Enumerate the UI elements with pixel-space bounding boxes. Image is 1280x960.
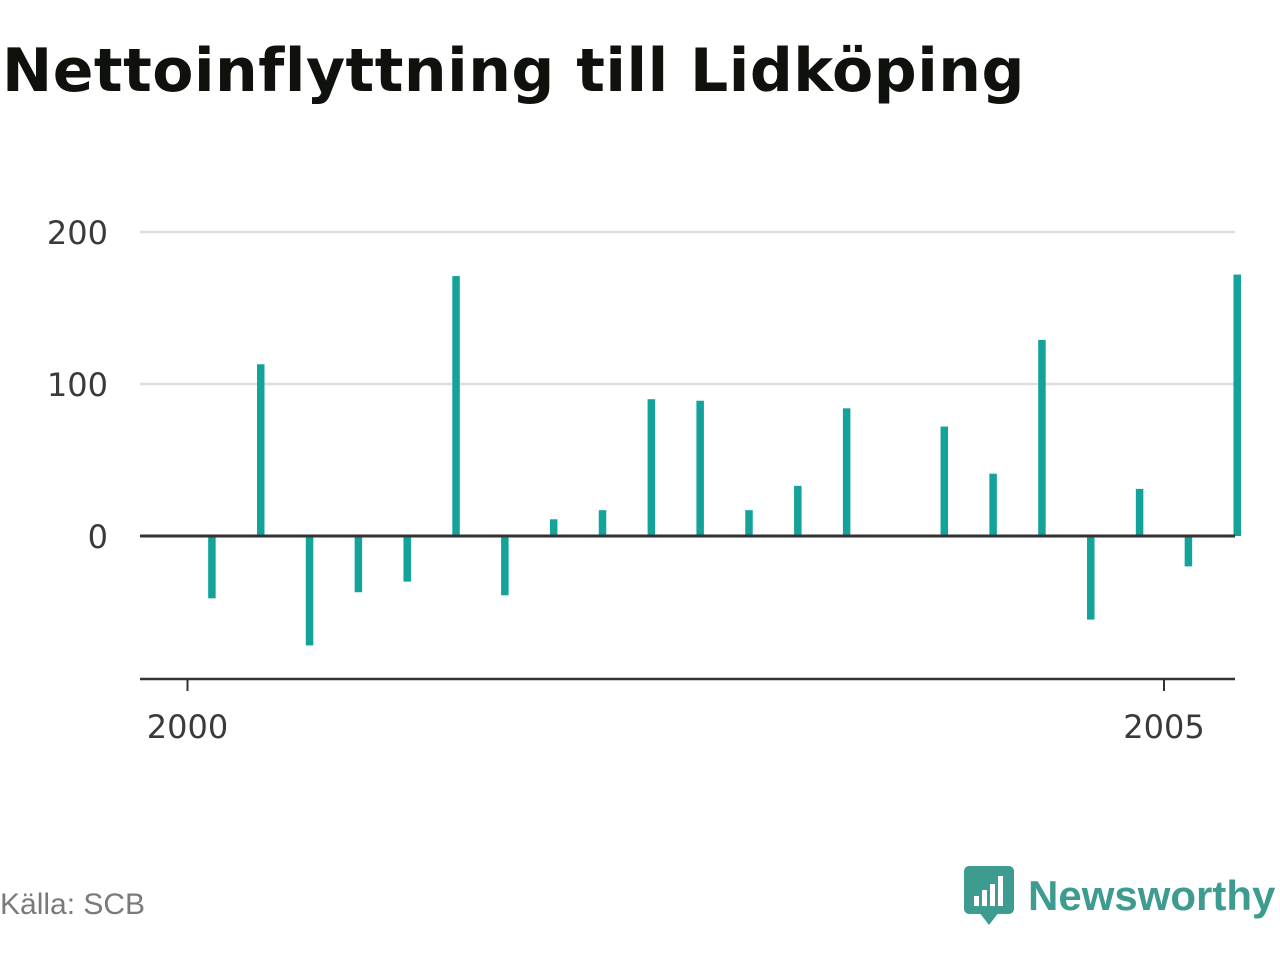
bar-2001-Q2 bbox=[452, 276, 460, 536]
bar-2001-Q1 bbox=[403, 536, 411, 582]
y-tick-labels: 0 100 200 bbox=[47, 214, 108, 556]
brand-logo: Newsworthy bbox=[964, 866, 1275, 926]
x-ticks bbox=[186, 679, 1165, 691]
bar-2005-Q2 bbox=[1233, 274, 1241, 536]
y-tick-label-200: 200 bbox=[47, 214, 108, 252]
x-tick-label-2005: 2005 bbox=[1123, 708, 1204, 746]
brand-name: Newsworthy bbox=[1028, 872, 1276, 919]
bar-2003-Q4 bbox=[940, 426, 949, 536]
bar-2004-Q2 bbox=[1038, 339, 1046, 536]
source-note: Källa: SCB bbox=[0, 888, 146, 921]
bar-2001-Q4 bbox=[549, 519, 558, 536]
bar-2004-Q4 bbox=[1135, 488, 1144, 536]
x-tick-label-2000: 2000 bbox=[147, 708, 228, 746]
chart-title: Nettoinflyttning till Lidköping bbox=[2, 36, 1025, 106]
bar-2005-Q1 bbox=[1184, 536, 1193, 567]
bar-2001-Q3 bbox=[501, 536, 509, 596]
gridlines bbox=[140, 230, 1235, 386]
x-tick-labels: 200020052010201520202025 bbox=[147, 708, 1205, 746]
newsworthy-logo-icon bbox=[964, 866, 1014, 925]
y-tick-label-100: 100 bbox=[47, 366, 108, 404]
bar-2003-Q2 bbox=[842, 408, 851, 536]
bars bbox=[208, 274, 1241, 646]
bar-2004-Q3 bbox=[1087, 536, 1095, 620]
bar-2002-Q2 bbox=[647, 399, 656, 536]
bar-2002-Q3 bbox=[696, 400, 704, 536]
bar-2000-Q3 bbox=[305, 536, 314, 646]
bar-2004-Q1 bbox=[989, 473, 997, 536]
bar-2000-Q2 bbox=[256, 364, 265, 536]
bar-2000-Q1 bbox=[208, 536, 216, 599]
y-tick-label-0: 0 bbox=[88, 518, 108, 556]
bar-2002-Q4 bbox=[745, 510, 753, 536]
bar-2000-Q4 bbox=[354, 536, 363, 593]
bar-2003-Q1 bbox=[794, 485, 802, 536]
bar-2002-Q1 bbox=[598, 510, 607, 536]
